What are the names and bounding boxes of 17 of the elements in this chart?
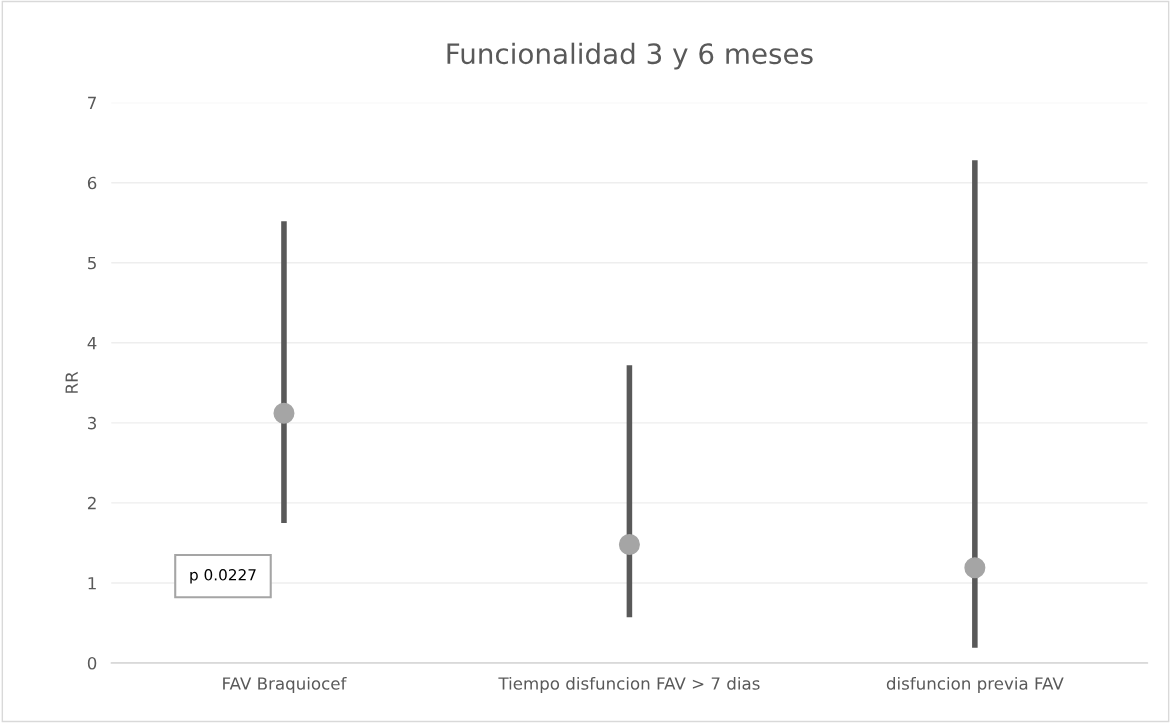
- y-tick-label: 7: [88, 96, 96, 109]
- point: [618, 534, 640, 556]
- x-tick-label: FAV Braquiocef: [223, 676, 347, 694]
- y-tick-label: 1: [88, 577, 96, 590]
- y-tick-label: 0: [87, 656, 97, 670]
- y-tick-label: 6: [87, 176, 97, 190]
- x-tick-label: Tiempo disfuncion FAV > 7 dias: [498, 676, 760, 694]
- y-tick-label: 3: [88, 416, 97, 430]
- point: [964, 557, 986, 579]
- x-tick-label: disfuncion previa FAV: [886, 676, 1064, 694]
- y-tick-label: 5: [88, 256, 96, 270]
- y-tick-label: 2: [87, 496, 96, 510]
- y-axis-title: RR: [65, 371, 78, 393]
- annotation: p 0.0227: [190, 569, 256, 584]
- chart-title: Funcionalidad 3 y 6 meses: [447, 42, 813, 70]
- point: [273, 402, 295, 424]
- y-tick-label: 4: [87, 336, 97, 350]
